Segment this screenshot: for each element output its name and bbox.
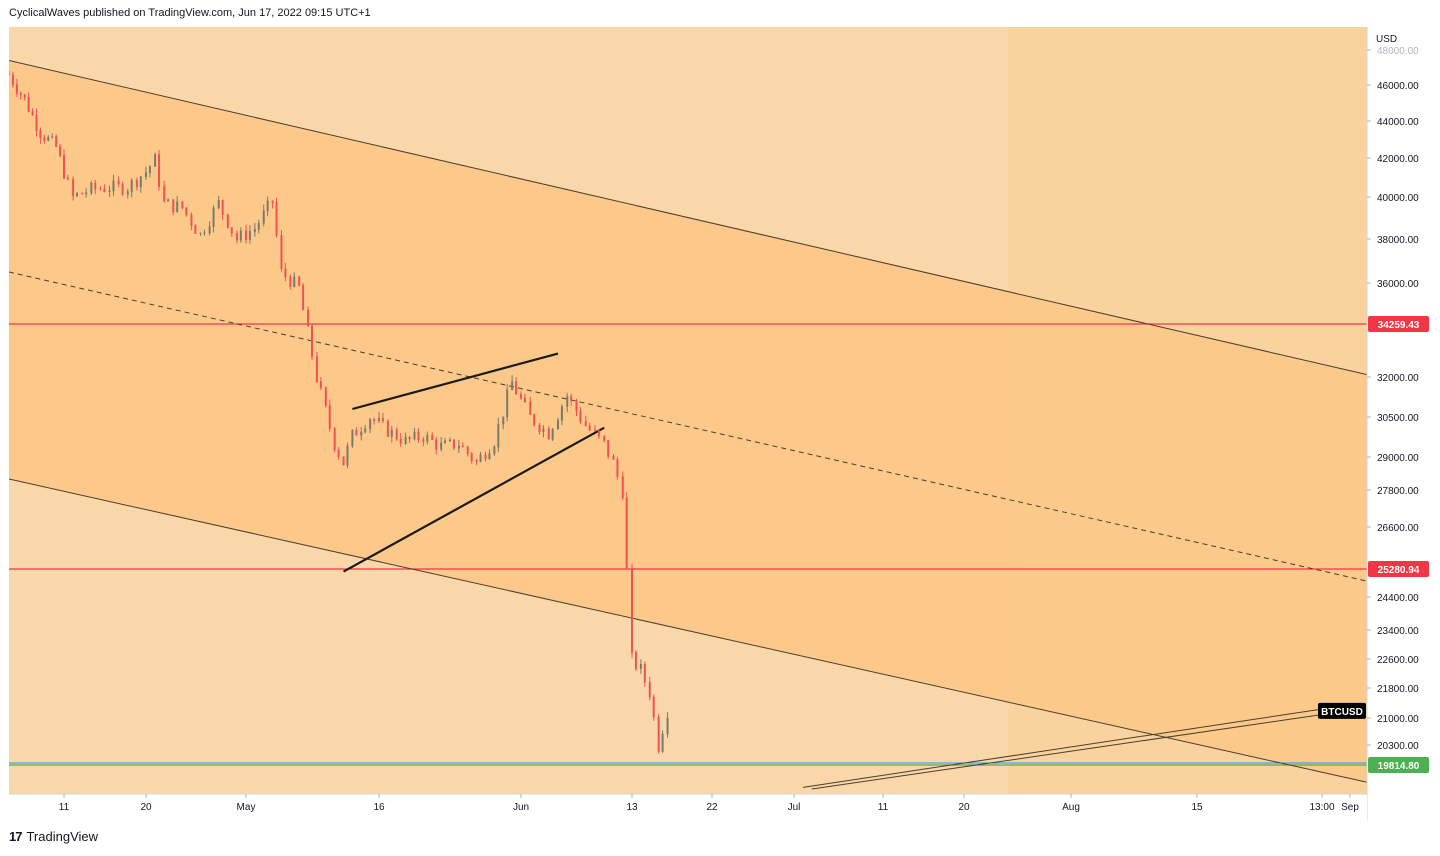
y-tick-label: 30500.00 xyxy=(1377,413,1419,424)
y-tick-label: 46000.00 xyxy=(1377,81,1419,92)
x-tick-label: 11 xyxy=(59,802,70,813)
trendline-channel-upper[interactable] xyxy=(9,60,1368,376)
price-tag-19814.80[interactable] xyxy=(1368,757,1429,773)
x-tick-label: 13:00 xyxy=(1309,802,1334,813)
y-tick-label: 22600.00 xyxy=(1377,655,1419,666)
price-tag-label: 25280.94 xyxy=(1378,565,1420,576)
y-tick-label: 38000.00 xyxy=(1377,235,1419,246)
trendline-channel-lower[interactable] xyxy=(9,478,1368,783)
y-tick-label: 27800.00 xyxy=(1377,486,1419,497)
currency-label: USD xyxy=(1376,34,1397,45)
x-tick-label: Jun xyxy=(513,802,529,813)
y-tick-label: 24400.00 xyxy=(1377,593,1419,604)
price-axis-panel xyxy=(1368,27,1431,821)
trendline-parallel-rise-2[interactable] xyxy=(811,710,1351,790)
chart-area[interactable]: USD 48000.00 46000.00 44000.00 42000.00 40000… xyxy=(9,27,1431,821)
trendline-wedge-upper[interactable] xyxy=(352,352,559,411)
y-tick-label: 44000.00 xyxy=(1377,117,1419,128)
price-tag-label: 19814.80 xyxy=(1378,761,1420,772)
y-tick-label: 36000.00 xyxy=(1377,279,1419,290)
y-tick-label: 20300.00 xyxy=(1377,741,1419,752)
y-tick-label: 32000.00 xyxy=(1377,373,1419,384)
y-tick-label: 42000.00 xyxy=(1377,154,1419,165)
tradingview-logo-icon: 17 xyxy=(9,829,23,844)
price-tag-label: BTCUSD xyxy=(1321,707,1363,718)
y-tick-label: 21000.00 xyxy=(1377,714,1419,725)
price-tag-label: 34259.43 xyxy=(1378,320,1420,331)
tradingview-brand: TradingView xyxy=(26,829,99,844)
price-tag-25280.94[interactable] xyxy=(1368,561,1429,577)
x-tick-label: 11 xyxy=(878,802,889,813)
forecast-shade xyxy=(1008,27,1367,794)
tradingview-footer: 17 TradingView xyxy=(9,829,98,844)
price-tag-34259.43[interactable] xyxy=(1368,316,1429,332)
y-tick-label: 29000.00 xyxy=(1377,453,1419,464)
x-tick-label: May xyxy=(237,802,256,813)
x-tick-label: 20 xyxy=(140,802,152,813)
x-tick-label: Jul xyxy=(788,802,801,813)
x-tick-label: 16 xyxy=(373,802,385,813)
y-tick-label: 21800.00 xyxy=(1377,684,1419,695)
trendline-parallel-rise-1[interactable] xyxy=(802,704,1351,788)
y-tick-label: 48000.00 xyxy=(1377,46,1419,57)
x-tick-label: 22 xyxy=(706,802,718,813)
publish-header: CyclicalWaves published on TradingView.c… xyxy=(9,7,371,19)
y-tick-label: 40000.00 xyxy=(1377,193,1419,204)
x-tick-label: 13 xyxy=(626,802,638,813)
trendline-wedge-lower[interactable] xyxy=(343,426,605,573)
x-tick-label: 20 xyxy=(958,802,970,813)
time-axis-panel xyxy=(9,795,1367,821)
trendline-channel-mid[interactable] xyxy=(9,271,1368,582)
x-tick-label: 15 xyxy=(1191,802,1203,813)
channel-fill xyxy=(9,60,1367,783)
x-tick-label: Aug xyxy=(1062,802,1080,813)
y-tick-label: 23400.00 xyxy=(1377,626,1419,637)
y-tick-label: 26600.00 xyxy=(1377,523,1419,534)
price-tag-BTCUSD[interactable] xyxy=(1318,702,1366,719)
x-tick-label: Sep xyxy=(1341,802,1359,813)
